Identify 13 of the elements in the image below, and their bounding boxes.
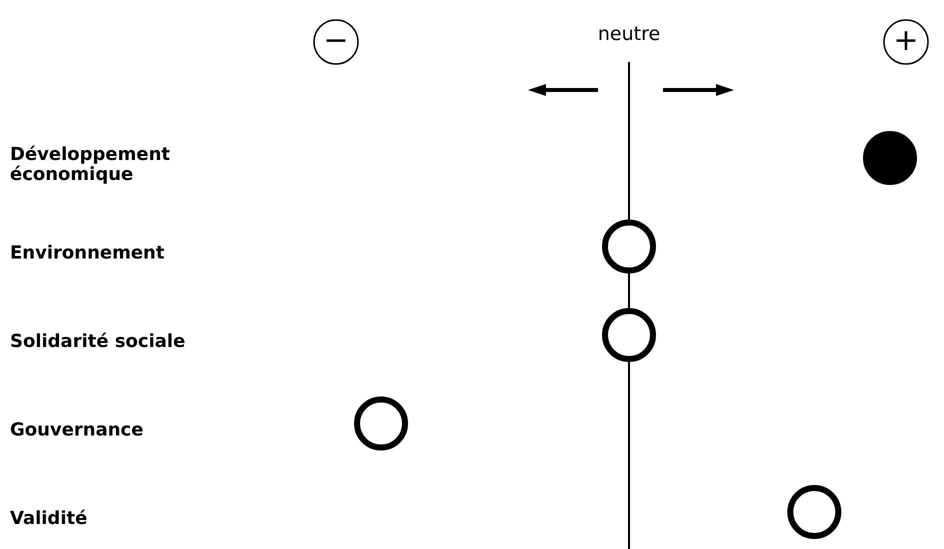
text: − [323, 23, 349, 58]
point [354, 396, 408, 450]
y-tick-label: Gouvernance [10, 420, 144, 440]
ref-line-label: neutre [598, 23, 660, 45]
point [602, 220, 656, 274]
y-tick-label: Environnement [10, 242, 165, 264]
point [602, 308, 656, 362]
y-tick-label: Validité [10, 508, 88, 529]
y-tick-label: Développement économique [10, 144, 170, 185]
point [863, 131, 917, 185]
point [787, 485, 842, 539]
y-tick-label: Solidarité sociale [10, 331, 186, 352]
text: + [893, 23, 919, 58]
